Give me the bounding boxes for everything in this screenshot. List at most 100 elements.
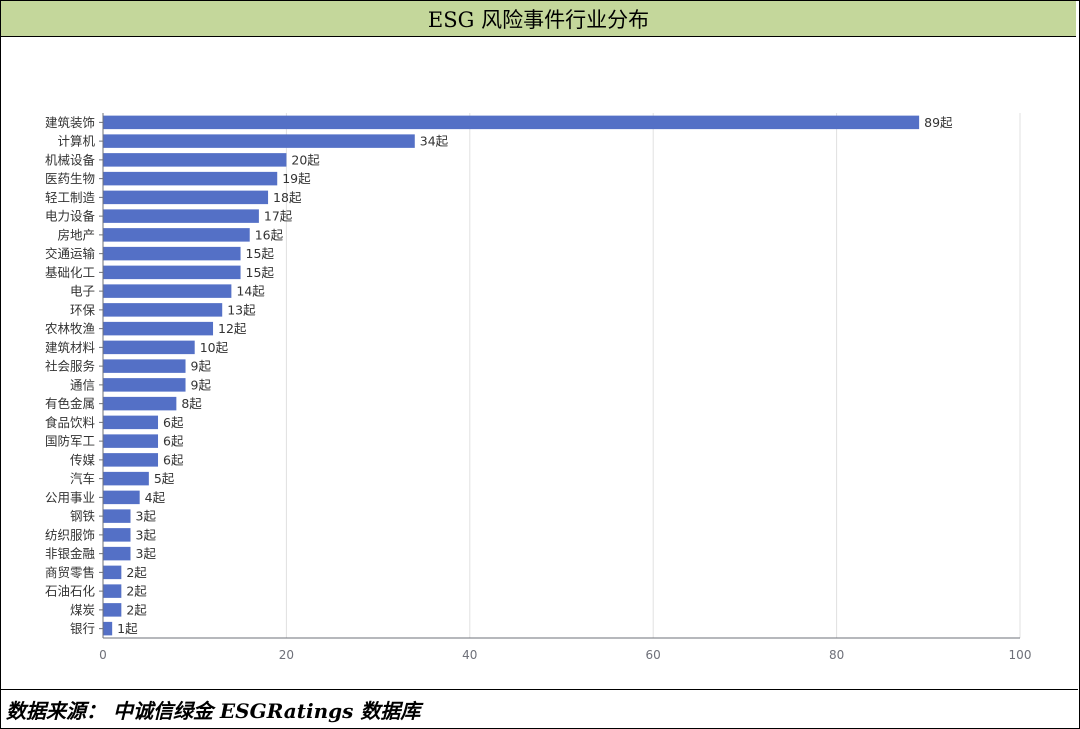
category-label: 非银金融: [45, 546, 96, 561]
bar: [103, 396, 177, 411]
bar: [103, 453, 159, 467]
data-label: 34起: [420, 134, 449, 149]
category-label: 房地产: [57, 227, 95, 242]
category-label: 电子: [70, 284, 95, 299]
bar: [103, 546, 131, 561]
data-source-note: 数据来源： 中诚信绿金 ESGRatings 数据库: [6, 698, 421, 723]
data-label: 5起: [154, 471, 175, 486]
bar: [103, 171, 278, 186]
title-bar: ESG 风险事件行业分布: [1, 1, 1076, 37]
bar: [103, 246, 241, 261]
data-label: 8起: [181, 396, 202, 411]
category-label: 社会服务: [45, 359, 95, 374]
data-label: 3起: [136, 509, 157, 524]
category-label: 医药生物: [45, 171, 95, 186]
bar: [103, 378, 186, 392]
chart-title: ESG 风险事件行业分布: [427, 7, 650, 32]
bar: [103, 228, 250, 242]
category-label: 轻工制造: [45, 190, 96, 205]
category-label: 石油石化: [45, 584, 96, 599]
bar: [103, 209, 259, 223]
bar: [103, 340, 195, 355]
bar: [103, 490, 140, 505]
category-label: 煤炭: [70, 602, 95, 617]
data-label: 18起: [273, 190, 302, 205]
category-label: 纺织服饰: [45, 527, 95, 542]
data-label: 15起: [246, 265, 275, 280]
data-label: 15起: [246, 246, 275, 261]
axis-layer: 0 20 40 60 80 100: [99, 113, 1031, 662]
data-label: 6起: [163, 434, 184, 449]
bar-layer: [103, 115, 920, 636]
category-label: 建筑材料: [45, 340, 96, 355]
data-label: 6起: [163, 452, 184, 467]
category-label: 建筑装饰: [45, 115, 95, 130]
category-label: 基础化工: [45, 265, 95, 280]
category-label: 钢铁: [70, 509, 96, 524]
category-label: 电力设备: [45, 209, 96, 224]
category-label: 汽车: [70, 471, 95, 486]
category-label: 通信: [70, 377, 95, 392]
source-bar: 数据来源： 中诚信绿金 ESGRatings 数据库: [0, 689, 1078, 728]
x-tick-label: 40: [462, 648, 477, 662]
x-tick-label: 60: [646, 648, 661, 662]
data-label: 9起: [191, 359, 212, 374]
category-label: 公用事业: [45, 490, 95, 505]
data-label: 16起: [255, 227, 284, 242]
data-label: 12起: [218, 321, 247, 336]
bar: [103, 471, 149, 486]
data-label: 9起: [191, 377, 212, 392]
data-label: 3起: [136, 546, 157, 561]
category-label: 国防军工: [45, 434, 95, 449]
category-label: 农林牧渔: [45, 321, 95, 336]
bar: [103, 359, 186, 373]
chart-area: 建筑装饰 89起计算机 34起机械设备 20起医药生物 19起轻工制造 18起电力设备 17…: [0, 37, 1078, 688]
data-label: 2起: [126, 584, 147, 599]
bar: [103, 621, 113, 636]
category-label: 食品饮料: [45, 415, 96, 430]
category-label: 有色金属: [45, 396, 95, 411]
x-tick-label: 20: [279, 648, 294, 662]
bar: [103, 265, 241, 280]
bar: [103, 603, 122, 617]
bar: [103, 303, 223, 317]
bar: [103, 321, 214, 336]
category-label: 计算机: [57, 134, 95, 149]
bar: [103, 509, 131, 523]
data-label: 89起: [924, 115, 953, 130]
data-label: 17起: [264, 209, 293, 224]
data-label: 20起: [291, 152, 320, 167]
category-label: 传媒: [70, 452, 96, 467]
category-label: 交通运输: [45, 246, 96, 261]
data-label: 2起: [126, 565, 147, 580]
bar: [103, 284, 232, 298]
data-label: 1起: [117, 621, 138, 636]
grid-layer: [285, 113, 1021, 638]
category-label: 商贸零售: [45, 565, 95, 580]
bar: [103, 565, 122, 580]
bar: [103, 528, 131, 542]
x-tick-label: 100: [1009, 648, 1032, 662]
data-label: 19起: [282, 171, 311, 186]
bar: [103, 190, 269, 205]
bar: [103, 434, 159, 448]
data-label: 4起: [145, 490, 166, 505]
category-label: 机械设备: [45, 152, 96, 167]
x-tick-label: 0: [99, 648, 107, 662]
bar: [103, 584, 122, 598]
bar: [103, 415, 159, 430]
data-label: 2起: [126, 602, 147, 617]
x-tick-label: 80: [829, 648, 844, 662]
data-label: 10起: [200, 340, 229, 355]
category-label: 银行: [70, 621, 95, 636]
bar: [103, 115, 920, 130]
data-label: 13起: [227, 302, 256, 317]
data-label: 3起: [136, 527, 157, 542]
data-label: 14起: [236, 284, 265, 299]
data-label: 6起: [163, 415, 184, 430]
bar: [103, 153, 287, 167]
category-label: 环保: [70, 302, 96, 317]
bar: [103, 134, 415, 148]
